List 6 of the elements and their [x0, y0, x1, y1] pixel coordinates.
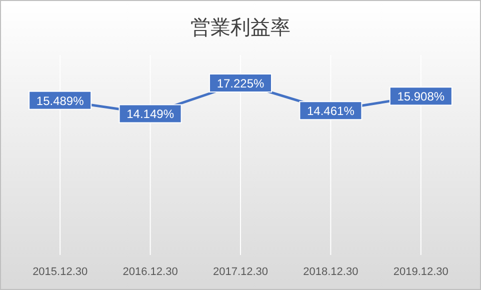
x-tick-label: 2017.12.30 [212, 266, 268, 278]
x-tick-label: 2016.12.30 [122, 266, 178, 278]
x-tick-label: 2018.12.30 [303, 266, 358, 278]
x-tick-label: 2019.12.30 [393, 266, 448, 278]
chart-title: 営業利益率 [190, 17, 290, 39]
x-tick-label: 2015.12.30 [32, 266, 88, 278]
